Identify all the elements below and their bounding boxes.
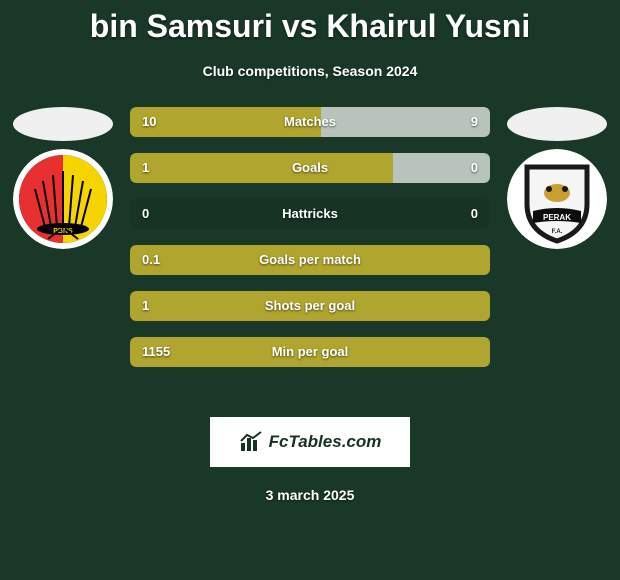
stat-row: 00Hattricks	[130, 199, 490, 229]
brand-box[interactable]: FcTables.com	[210, 417, 410, 467]
avatar-placeholder-right	[507, 107, 607, 141]
stat-label: Min per goal	[130, 337, 490, 367]
stat-label: Matches	[130, 107, 490, 137]
badge-right-subtext: F.A.	[552, 229, 563, 235]
comparison-panel: PBNS PERAK F.A.	[0, 107, 620, 417]
stats-list: 109Matches 10Goals 00Hattricks 0.1Goals per…	[130, 107, 490, 383]
brand-chart-icon	[239, 431, 265, 453]
stat-label: Shots per goal	[130, 291, 490, 321]
stat-row: 109Matches	[130, 107, 490, 137]
stat-row: 0.1Goals per match	[130, 245, 490, 275]
subtitle: Club competitions, Season 2024	[0, 63, 620, 79]
stat-label: Hattricks	[130, 199, 490, 229]
club-badge-right: PERAK F.A.	[507, 149, 607, 249]
stat-label: Goals per match	[130, 245, 490, 275]
badge-right-text: PERAK	[543, 213, 571, 222]
avatar-placeholder-left	[13, 107, 113, 141]
stat-row: 1155Min per goal	[130, 337, 490, 367]
stat-label: Goals	[130, 153, 490, 183]
club-badge-left: PBNS	[13, 149, 113, 249]
brand-label: FcTables.com	[269, 432, 382, 452]
date-label: 3 march 2025	[0, 487, 620, 503]
player-right-column: PERAK F.A.	[502, 107, 612, 249]
page-title: bin Samsuri vs Khairul Yusni	[0, 0, 620, 45]
stat-row: 1Shots per goal	[130, 291, 490, 321]
stat-row: 10Goals	[130, 153, 490, 183]
player-left-column: PBNS	[8, 107, 118, 249]
